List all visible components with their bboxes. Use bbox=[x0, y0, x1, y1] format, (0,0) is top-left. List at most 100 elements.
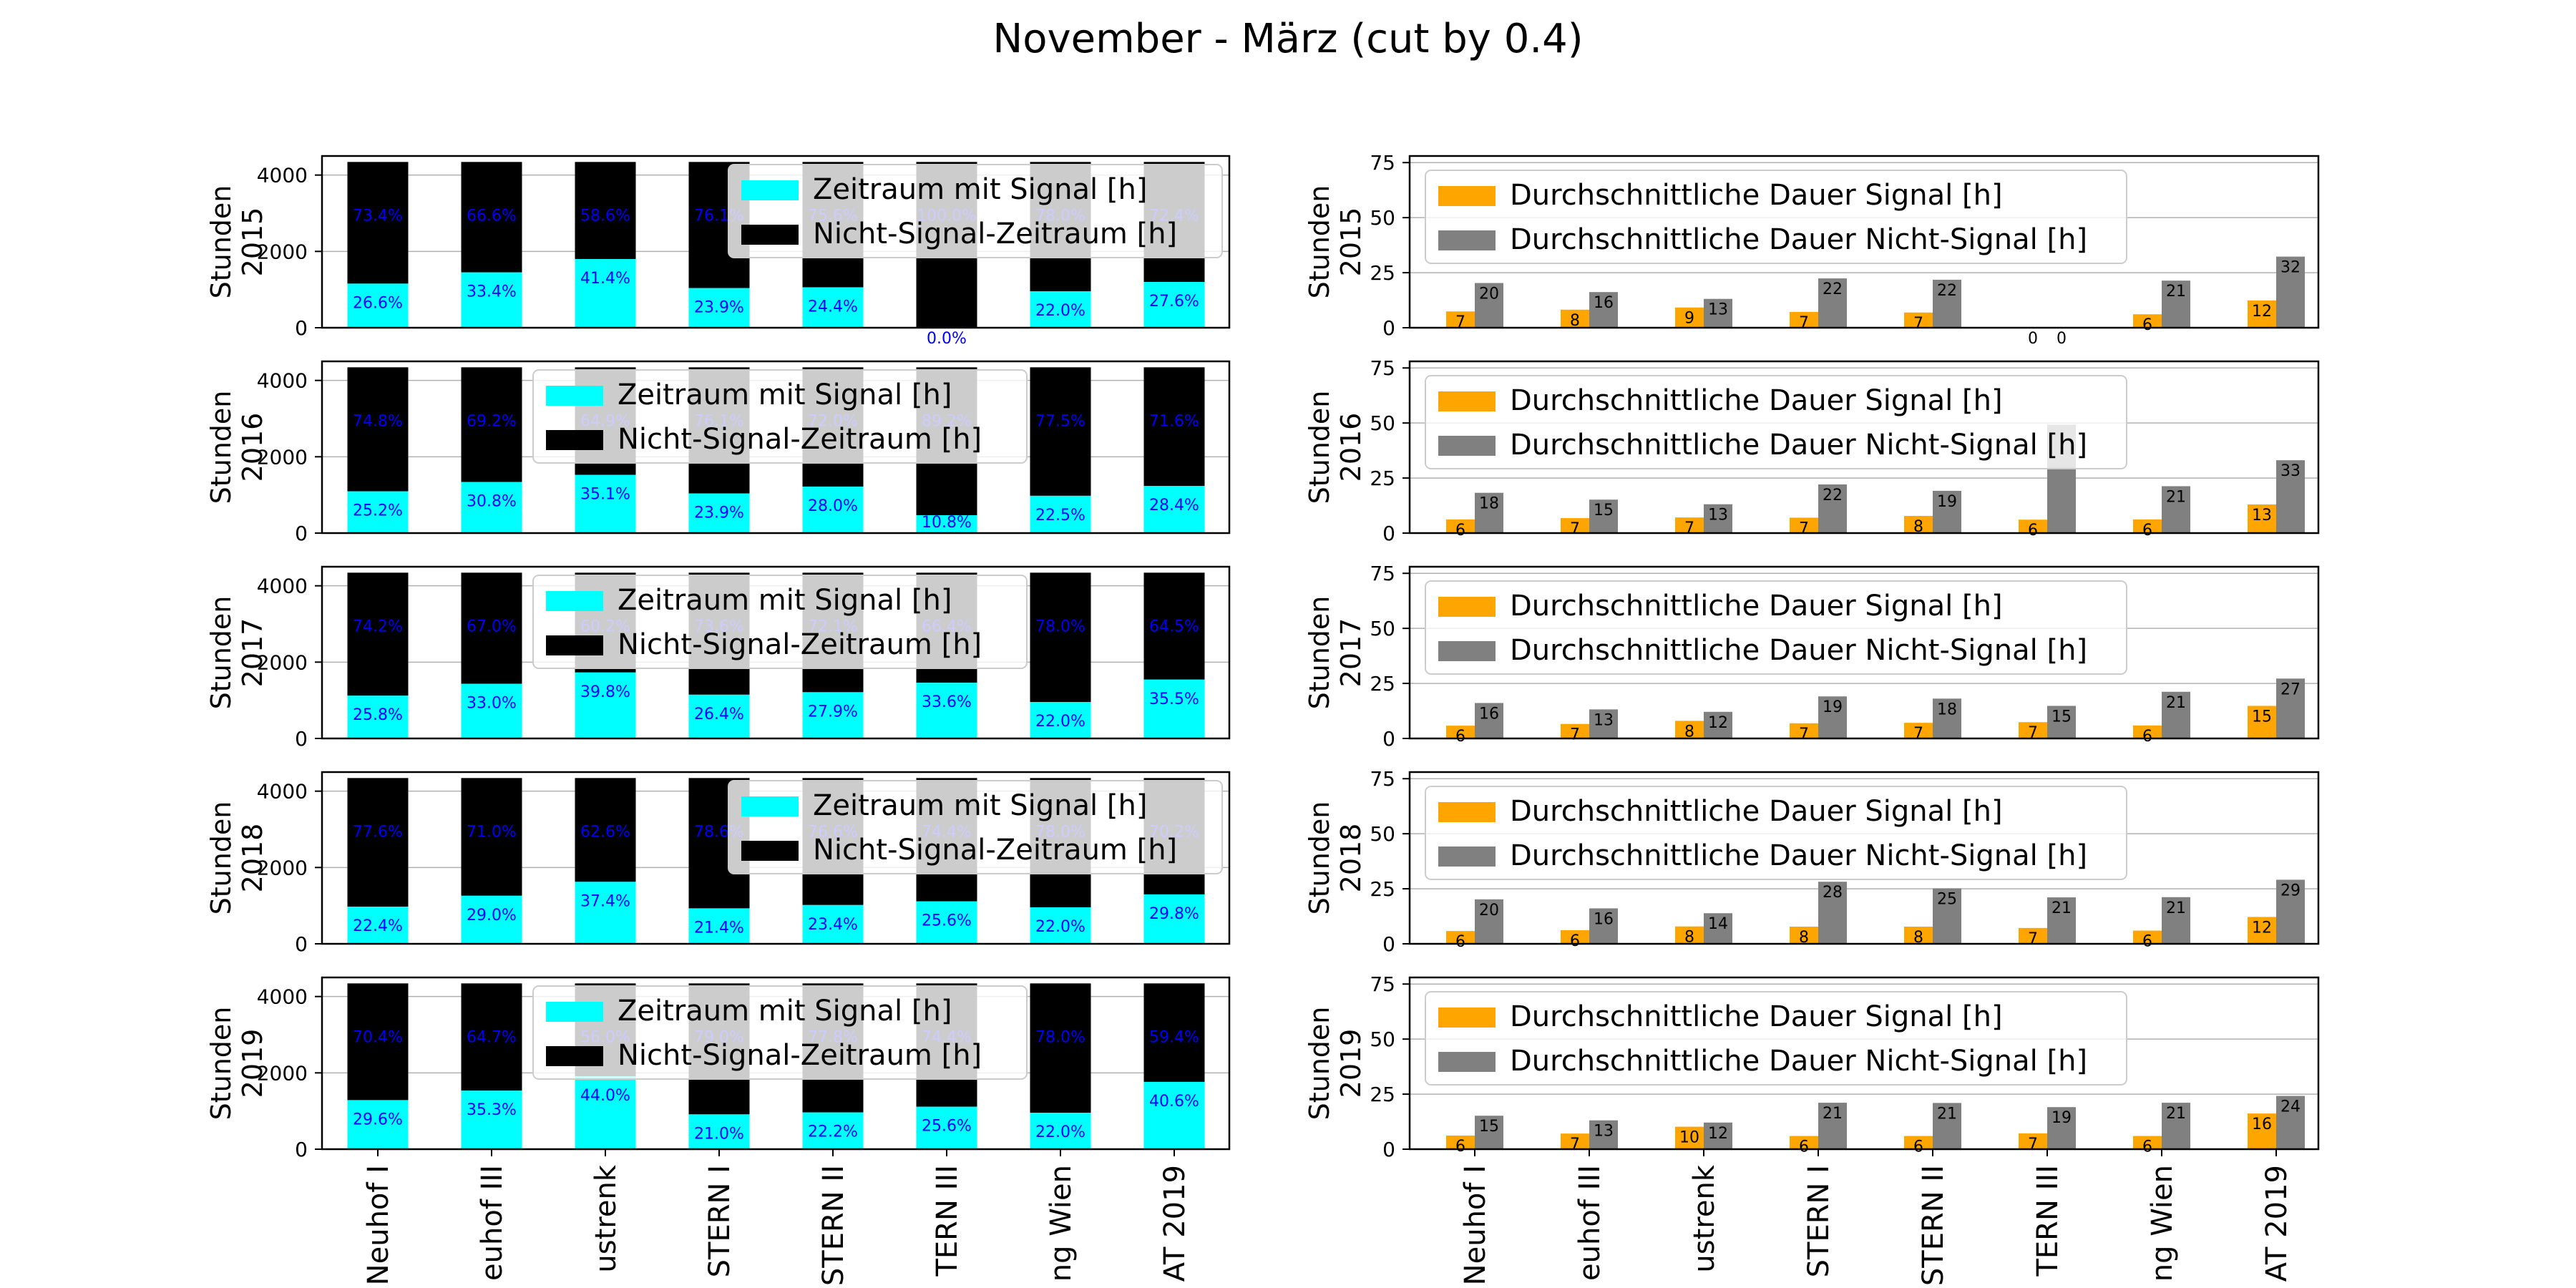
nosignal-pct-label: 71.6% bbox=[1149, 412, 1199, 430]
axes-frame bbox=[1408, 565, 2320, 740]
axes-frame bbox=[1408, 155, 2320, 329]
bar-nosignal bbox=[347, 983, 409, 1101]
y-tick-label: 75 bbox=[1370, 972, 1395, 996]
legend-swatch bbox=[546, 591, 603, 611]
legend-label: Durchschnittliche Dauer Signal [h] bbox=[1510, 179, 2003, 212]
bar-avg-signal bbox=[1904, 312, 1933, 328]
bar-nosignal bbox=[347, 162, 409, 284]
avg-signal-label: 7 bbox=[1684, 519, 1694, 537]
x-tick-label: Neuhof I bbox=[362, 1165, 395, 1285]
bar-signal bbox=[575, 882, 636, 944]
y-tick-label: 0 bbox=[295, 522, 308, 545]
bar-avg-signal bbox=[1904, 723, 1933, 738]
signal-pct-label: 25.6% bbox=[922, 1118, 972, 1136]
signal-pct-label: 35.1% bbox=[580, 486, 630, 504]
bar-signal bbox=[575, 259, 636, 328]
x-tick-label: ustrenk bbox=[1688, 1164, 1721, 1272]
y-tick-label: 2000 bbox=[257, 445, 308, 469]
y-axis-label: Stunden2015 bbox=[205, 185, 268, 299]
avg-signal-label: 7 bbox=[1913, 725, 1923, 743]
legend-stacked: Zeitraum mit Signal [h] Nicht-Signal-Zeit… bbox=[728, 164, 1223, 258]
bar-signal bbox=[916, 683, 977, 738]
avg-nosignal-label: 19 bbox=[1823, 698, 1843, 716]
y-axis-label: Stunden2016 bbox=[205, 391, 268, 504]
bar-nosignal bbox=[1143, 983, 1205, 1082]
bar-avg-signal bbox=[2019, 927, 2047, 944]
avg-signal-label: 6 bbox=[1913, 1138, 1923, 1156]
bar-signal bbox=[347, 283, 409, 328]
avg-signal-label: 9 bbox=[1684, 310, 1694, 328]
bar-avg-signal bbox=[1446, 931, 1475, 944]
bar-signal bbox=[1143, 486, 1205, 533]
signal-pct-label: 35.3% bbox=[467, 1101, 517, 1119]
legend-swatch bbox=[546, 635, 603, 655]
signal-pct-label: 33.4% bbox=[467, 283, 517, 301]
avg-nosignal-label: 14 bbox=[1708, 915, 1728, 933]
x-tick-label: ng Wien bbox=[2146, 1165, 2179, 1282]
bar-signal bbox=[1030, 1113, 1091, 1149]
bar-nosignal bbox=[461, 778, 522, 896]
signal-pct-label: 25.2% bbox=[353, 502, 403, 520]
avg-signal-label: 6 bbox=[2142, 522, 2152, 540]
y-tick-label: 2000 bbox=[257, 240, 308, 263]
panel-stacked-2016: 02000400025.2%74.8%30.8%69.2%35.1%64.9%2… bbox=[205, 360, 1231, 545]
avg-nosignal-label: 29 bbox=[2280, 882, 2301, 899]
nosignal-pct-label: 78.0% bbox=[1035, 618, 1085, 635]
bar-signal bbox=[688, 694, 750, 738]
bar-signal bbox=[1143, 679, 1205, 738]
avg-signal-label: 6 bbox=[2142, 933, 2152, 951]
nosignal-pct-label: 77.6% bbox=[353, 823, 403, 841]
axes-frame bbox=[1408, 360, 2320, 535]
nosignal-pct-label: 66.6% bbox=[467, 207, 517, 225]
bar-avg-signal bbox=[2019, 519, 2047, 533]
legend-swatch bbox=[741, 225, 799, 245]
signal-pct-label: 22.0% bbox=[1035, 918, 1085, 936]
bar-signal bbox=[916, 1106, 977, 1149]
avg-nosignal-label: 20 bbox=[1479, 286, 1499, 303]
legend-swatch bbox=[1438, 436, 1496, 456]
x-tick-label: STERN II bbox=[1917, 1165, 1950, 1286]
bar-signal bbox=[1030, 495, 1091, 533]
avg-nosignal-label: 21 bbox=[1823, 1105, 1843, 1123]
signal-pct-label: 29.6% bbox=[353, 1111, 403, 1128]
panel-stacked-2018: 0 2000 4000 22.4% 77.6% 29.0% 71.0% 37.4% 62.6% 2… bbox=[205, 771, 1231, 956]
axes-frame bbox=[321, 360, 1231, 535]
y-tick-label: 0 bbox=[295, 932, 308, 956]
legend-label: Nicht-Signal-Zeitraum [h] bbox=[813, 218, 1177, 250]
bar-nosignal bbox=[575, 778, 636, 882]
y-tick-label: 0 bbox=[1382, 316, 1395, 340]
bar-avg-signal bbox=[2248, 504, 2276, 533]
x-tick-label: AT 2019 bbox=[1158, 1165, 1191, 1282]
legend-swatch bbox=[1438, 230, 1496, 250]
bar-avg-nosignal bbox=[1589, 908, 1618, 944]
bar-avg-signal bbox=[1675, 721, 1704, 738]
legend-box bbox=[532, 985, 1028, 1080]
avg-nosignal-label: 13 bbox=[1594, 1123, 1614, 1141]
avg-signal-label: 10 bbox=[1679, 1129, 1699, 1147]
y-axis-label-line1: Stunden bbox=[205, 391, 237, 504]
bar-avg-nosignal bbox=[1704, 298, 1732, 328]
bar-avg-signal bbox=[1790, 517, 1818, 533]
avg-nosignal-label: 21 bbox=[2166, 694, 2186, 712]
y-tick-label: 25 bbox=[1370, 672, 1395, 696]
legend-label: Zeitraum mit Signal [h] bbox=[813, 173, 1147, 206]
bar-signal bbox=[802, 904, 864, 944]
bar-signal bbox=[688, 493, 750, 533]
legend-stacked: Zeitraum mit Signal [h] Nicht-Signal-Zeit… bbox=[728, 780, 1223, 874]
bar-avg-nosignal bbox=[1704, 1122, 1732, 1149]
nosignal-pct-label: 78.0% bbox=[1035, 1028, 1085, 1046]
avg-nosignal-label: 32 bbox=[2280, 259, 2301, 277]
legend-label: Durchschnittliche Dauer Signal [h] bbox=[1510, 1000, 2003, 1033]
avg-signal-label: 7 bbox=[1570, 1136, 1580, 1153]
avg-nosignal-label: 19 bbox=[2051, 1109, 2072, 1127]
legend-label: Durchschnittliche Dauer Nicht-Signal [h] bbox=[1510, 429, 2087, 462]
nosignal-pct-label: 67.0% bbox=[467, 618, 517, 635]
bar-avg-signal bbox=[1790, 1136, 1818, 1149]
signal-pct-label: 21.4% bbox=[694, 919, 744, 937]
y-axis-label-year: 2019 bbox=[237, 1029, 268, 1098]
avg-nosignal-label: 16 bbox=[1594, 910, 1614, 928]
x-tick-label: AT 2019 bbox=[2260, 1165, 2293, 1282]
panel-duration-2019: 0 25 50 75 6 15 7 13 10 12 6 21 6 21 7 19 6 21 16 24 Stunden… bbox=[1304, 972, 2320, 1161]
legend-swatch bbox=[1438, 186, 1496, 206]
bar-avg-nosignal bbox=[2047, 897, 2076, 944]
